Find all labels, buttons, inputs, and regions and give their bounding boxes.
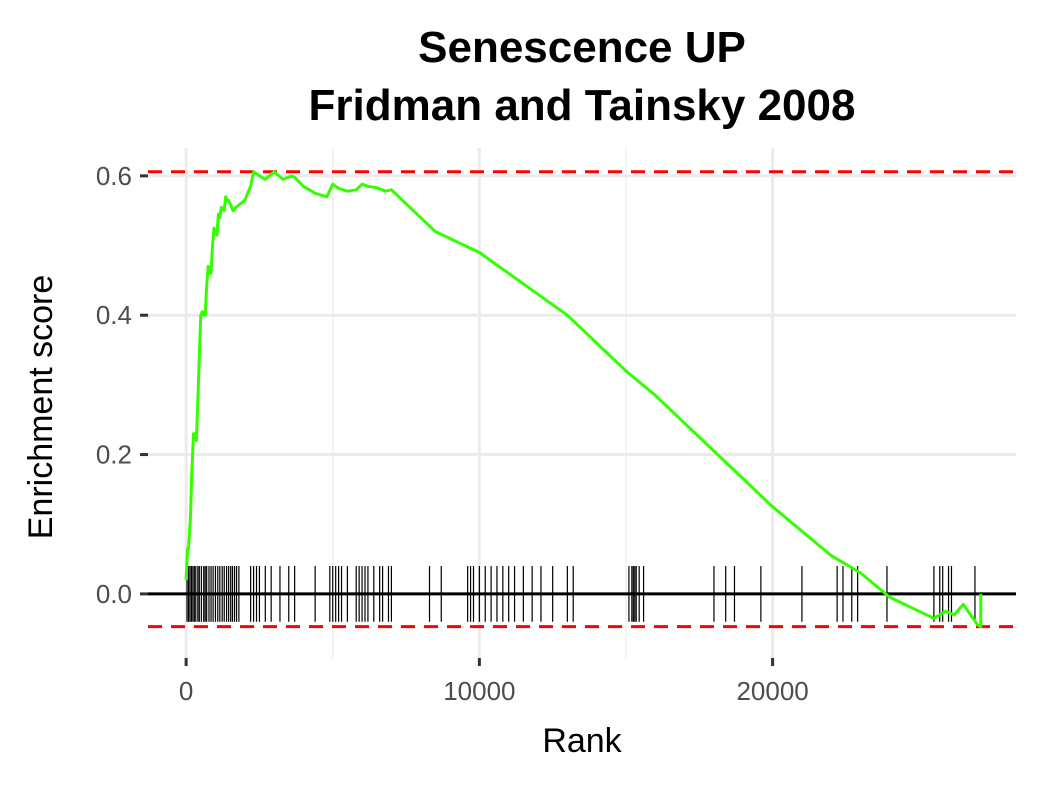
chart-title-line-1: Senescence UP (418, 23, 746, 72)
enrichment-curve-layer (184, 170, 983, 629)
grid-lines (148, 148, 1016, 658)
x-axis-ticks: 0 10000 20000 (179, 658, 809, 706)
chart-title-line-2: Fridman and Tainsky 2008 (309, 81, 856, 130)
y-tick-label-1: 0.2 (96, 440, 132, 470)
x-axis-title: Rank (542, 722, 622, 760)
threshold-lines (148, 170, 1016, 629)
x-tick-label-0: 0 (179, 676, 193, 706)
y-tick-label-0: 0.0 (96, 579, 132, 609)
y-axis-ticks: 0.0 0.2 0.4 0.6 (96, 161, 148, 609)
x-tick-label-2: 20000 (736, 676, 808, 706)
x-tick-label-1: 10000 (443, 676, 515, 706)
enrichment-score-curve (184, 170, 983, 629)
y-tick-label-3: 0.6 (96, 161, 132, 191)
y-tick-label-2: 0.4 (96, 300, 132, 330)
y-axis-title: Enrichment score (22, 275, 60, 540)
